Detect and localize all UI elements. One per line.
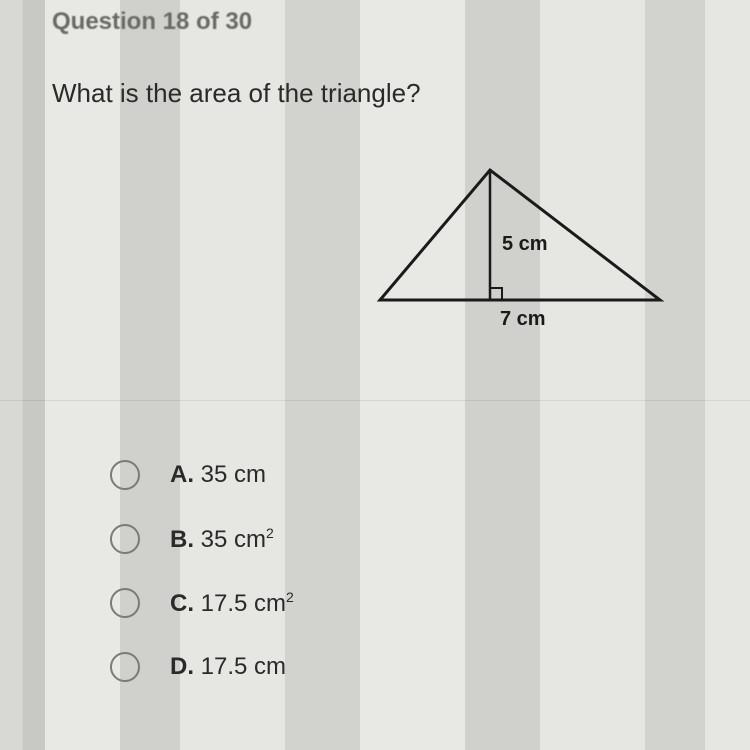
radio-icon	[110, 652, 140, 682]
option-d[interactable]: D. 17.5 cm	[110, 652, 294, 682]
base-label: 7 cm	[500, 308, 546, 330]
option-d-label: D. 17.5 cm	[170, 653, 286, 681]
question-counter: Question 18 of 30	[52, 8, 252, 36]
option-a-label: A. 35 cm	[170, 461, 266, 489]
option-b[interactable]: B. 35 cm2	[110, 524, 294, 554]
answer-options: A. 35 cm B. 35 cm2 C. 17.5 cm2 D. 17.5 c…	[110, 460, 294, 716]
radio-icon	[110, 588, 140, 618]
radio-icon	[110, 524, 140, 554]
triangle-diagram: 5 cm 7 cm	[360, 150, 680, 330]
option-b-label: B. 35 cm2	[170, 525, 274, 554]
question-text: What is the area of the triangle?	[52, 78, 421, 109]
option-c-label: C. 17.5 cm2	[170, 589, 294, 618]
option-c[interactable]: C. 17.5 cm2	[110, 588, 294, 618]
divider	[0, 400, 750, 401]
option-a[interactable]: A. 35 cm	[110, 460, 294, 490]
height-label: 5 cm	[502, 233, 548, 255]
radio-icon	[110, 460, 140, 490]
